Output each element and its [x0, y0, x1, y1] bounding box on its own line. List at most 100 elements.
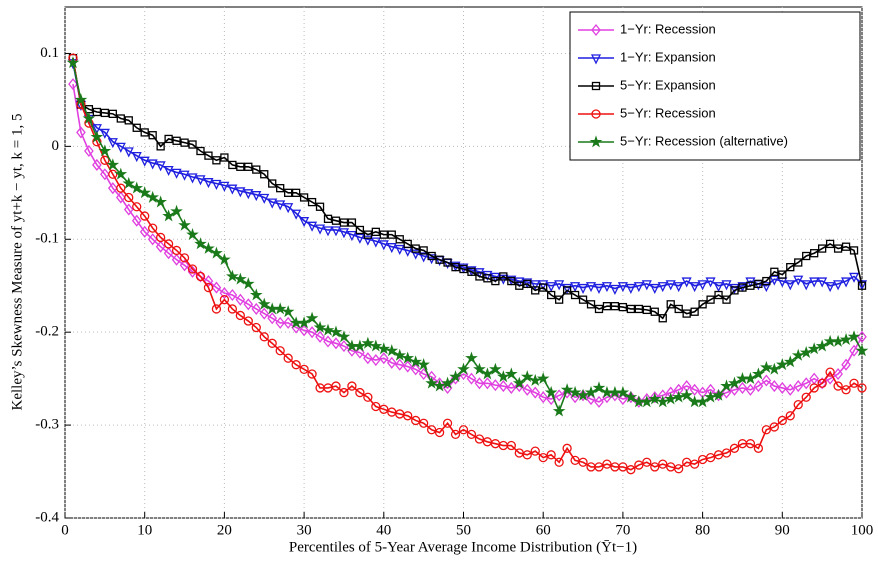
marker	[656, 395, 670, 408]
marker	[785, 383, 796, 396]
marker	[641, 280, 652, 291]
marker	[402, 360, 413, 373]
marker	[363, 352, 373, 365]
marker	[394, 358, 405, 371]
marker	[618, 393, 628, 406]
marker	[497, 370, 510, 383]
marker	[403, 411, 413, 421]
marker	[234, 272, 247, 285]
x-tick-label: 50	[456, 522, 471, 538]
marker	[825, 239, 835, 249]
marker	[785, 411, 795, 421]
marker	[131, 152, 142, 163]
marker	[353, 339, 367, 352]
marker	[401, 351, 415, 364]
marker	[467, 267, 476, 276]
marker	[618, 462, 628, 472]
legend-marker	[590, 54, 602, 65]
marker	[354, 233, 365, 244]
y-tick-label: -0.3	[35, 417, 59, 433]
marker	[91, 124, 102, 135]
marker	[108, 109, 117, 118]
marker	[227, 288, 238, 302]
marker	[729, 443, 740, 453]
marker	[512, 376, 526, 389]
marker	[170, 204, 183, 217]
marker	[769, 380, 780, 393]
marker	[857, 383, 867, 393]
marker	[705, 277, 716, 288]
marker	[761, 425, 772, 435]
marker	[483, 274, 492, 283]
marker	[506, 381, 517, 394]
marker	[179, 170, 190, 181]
marker	[633, 282, 644, 293]
marker	[560, 383, 574, 396]
y-tick-label: -0.4	[35, 509, 59, 525]
marker	[802, 251, 811, 261]
marker	[82, 111, 96, 124]
marker	[841, 358, 851, 371]
marker	[761, 374, 772, 387]
marker	[768, 362, 781, 375]
marker	[640, 395, 654, 408]
marker	[426, 425, 437, 435]
marker	[251, 322, 261, 333]
marker	[100, 168, 110, 181]
marker	[259, 332, 269, 342]
legend-label: 1−Yr: Expansion	[620, 49, 716, 64]
marker	[825, 367, 835, 377]
y-axis-label: Kelley’s Skewness Measure of yt+k − yt, …	[9, 113, 25, 410]
marker	[179, 259, 190, 272]
marker	[154, 195, 167, 208]
marker	[378, 352, 389, 365]
marker	[674, 304, 683, 314]
marker	[132, 123, 141, 132]
marker	[698, 300, 707, 309]
marker	[624, 390, 638, 403]
marker	[610, 389, 620, 402]
marker	[235, 310, 245, 321]
marker	[714, 290, 723, 300]
marker	[386, 356, 397, 369]
marker	[355, 225, 365, 235]
marker	[434, 427, 445, 438]
marker	[283, 353, 293, 363]
marker	[148, 223, 158, 233]
marker	[626, 304, 636, 314]
marker	[218, 253, 231, 266]
marker	[690, 307, 699, 316]
marker	[856, 280, 868, 291]
marker	[379, 230, 388, 239]
x-tick-label: 100	[851, 522, 874, 538]
marker	[489, 362, 502, 375]
marker	[482, 270, 493, 282]
marker	[305, 311, 319, 324]
marker	[594, 462, 604, 472]
marker	[815, 339, 829, 352]
marker	[546, 282, 557, 293]
marker	[107, 182, 118, 195]
legend-marker	[591, 81, 601, 91]
marker	[236, 162, 245, 171]
marker	[752, 367, 765, 380]
marker	[425, 376, 438, 389]
marker	[817, 378, 827, 388]
marker	[689, 282, 700, 293]
y-tick-label: -0.1	[35, 231, 59, 247]
marker	[761, 282, 772, 293]
marker	[744, 371, 757, 385]
marker	[138, 186, 152, 199]
marker	[132, 202, 142, 212]
marker	[339, 387, 349, 398]
marker	[210, 246, 223, 259]
y-tick-label: 0	[52, 138, 60, 154]
x-tick-label: 10	[137, 522, 152, 538]
marker	[403, 239, 412, 249]
marker	[721, 280, 732, 291]
marker	[115, 142, 126, 153]
marker	[578, 457, 588, 467]
marker	[385, 344, 399, 357]
marker	[721, 448, 732, 458]
